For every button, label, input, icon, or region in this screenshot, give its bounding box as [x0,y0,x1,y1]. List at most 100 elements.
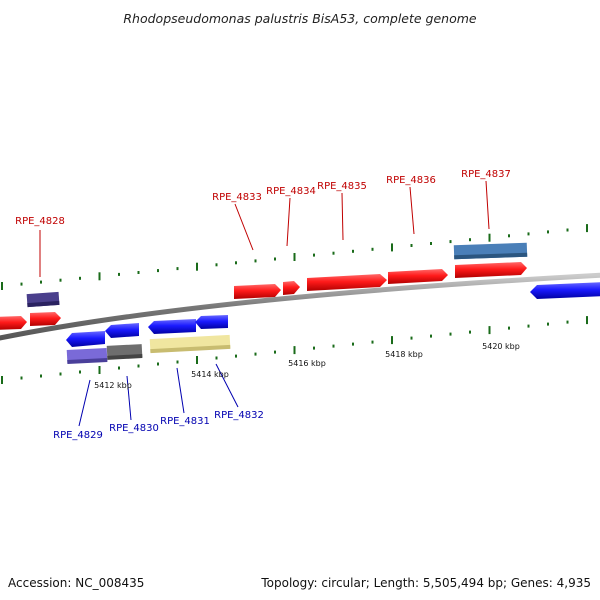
gene-arrow-reverse[interactable] [105,323,139,338]
gene-label-rpe4834[interactable]: RPE_4834 [266,186,316,197]
major-tick [293,253,296,261]
minor-tick [566,320,569,324]
minor-tick [274,350,276,354]
minor-tick [313,253,315,257]
gene-label-rpe4831[interactable]: RPE_4831 [160,416,210,427]
major-tick [1,376,3,384]
gene-label-rpe4837[interactable]: RPE_4837 [461,169,511,180]
minor-tick [137,364,140,368]
gene-label-rpe4832[interactable]: RPE_4832 [214,410,264,421]
gene-label-rpe4829[interactable]: RPE_4829 [53,430,103,441]
scale-label: 5412 kbp [94,381,132,390]
upper-tick-row [1,224,588,290]
minor-tick [118,366,120,370]
gene-arrow-reverse[interactable] [195,315,228,329]
major-tick [293,346,296,355]
minor-tick [332,251,335,255]
gene-label-rpe4833[interactable]: RPE_4833 [212,192,262,203]
map-title: Rhodopseudomonas palustris BisA53, compl… [123,11,477,26]
scale-label: 5418 kbp [385,350,423,359]
minor-tick [274,257,276,261]
gene-arrow-forward[interactable] [455,262,527,278]
gene-box-shadow [150,344,231,354]
minor-tick [508,326,510,330]
label-leader-lines [39,180,490,427]
major-tick [488,326,491,335]
minor-tick [254,352,257,356]
minor-tick [566,228,569,232]
gene-arrow-reverse[interactable] [66,331,105,347]
major-tick [586,316,588,325]
minor-tick [40,374,42,378]
major-tick [1,282,3,290]
gene-box-shadow [454,252,528,260]
scale-label: 5414 kbp [191,370,229,379]
gene-label-rpe4828[interactable]: RPE_4828 [15,216,65,227]
gene-arrow-forward[interactable] [0,316,27,330]
gene-box-shadow [67,357,108,365]
minor-tick [79,370,81,374]
minor-tick [59,372,62,376]
gene-box-shadow [107,354,143,360]
minor-tick [157,362,159,366]
minor-tick [20,376,23,380]
minor-tick [332,344,335,348]
forward-gene-labels: RPE_4828 RPE_4833 RPE_4834 RPE_4835 RPE_… [15,169,511,227]
gene-arrow-forward[interactable] [388,269,448,284]
minor-tick [254,259,257,263]
minor-tick [157,269,159,273]
minor-tick [352,249,354,253]
reverse-gene-labels: RPE_4829 RPE_4830 RPE_4831 RPE_4832 [53,410,264,441]
minor-tick [137,271,140,274]
gene-label-rpe4830[interactable]: RPE_4830 [109,423,159,434]
gene-box-shadow [27,300,60,308]
minor-tick [235,261,237,265]
major-tick [196,262,198,271]
gene-label-rpe4835[interactable]: RPE_4835 [317,181,367,192]
minor-tick [527,324,530,328]
minor-tick [352,342,354,346]
minor-tick [527,232,530,236]
gene-arrow-forward[interactable] [30,312,61,326]
scale-label: 5420 kbp [482,342,520,351]
gene-arrow-reverse[interactable] [148,319,196,334]
minor-tick [410,244,413,247]
minor-tick [449,332,452,336]
major-tick [196,356,198,364]
minor-tick [508,234,510,238]
minor-tick [79,276,81,280]
lower-tick-row [1,316,588,384]
minor-tick [59,278,62,282]
minor-tick [469,330,471,334]
major-tick [98,272,101,281]
gene-arrow-forward[interactable] [283,281,300,295]
gene-label-rpe4836[interactable]: RPE_4836 [386,175,436,186]
minor-tick [449,240,452,244]
gene-arrow-forward[interactable] [234,284,281,299]
minor-tick [410,336,413,340]
major-tick [98,366,101,374]
minor-tick [235,354,237,358]
minor-tick [215,263,218,267]
minor-tick [176,267,179,271]
scale-label: 5416 kbp [288,359,326,368]
gene-arrow-forward[interactable] [307,274,387,291]
major-tick [391,243,393,252]
minor-tick [547,322,549,326]
minor-tick [313,346,315,350]
gene-arrow-reverse[interactable] [530,282,600,299]
minor-tick [371,247,374,251]
minor-tick [176,360,179,364]
minor-tick [430,334,432,338]
minor-tick [215,356,218,360]
minor-tick [371,340,374,344]
minor-tick [40,280,42,284]
minor-tick [469,238,471,242]
major-tick [488,233,491,242]
accession-text: Accession: NC_008435 [8,576,144,590]
minor-tick [20,282,23,286]
forward-strand-genes [0,242,528,330]
minor-tick [547,230,549,234]
